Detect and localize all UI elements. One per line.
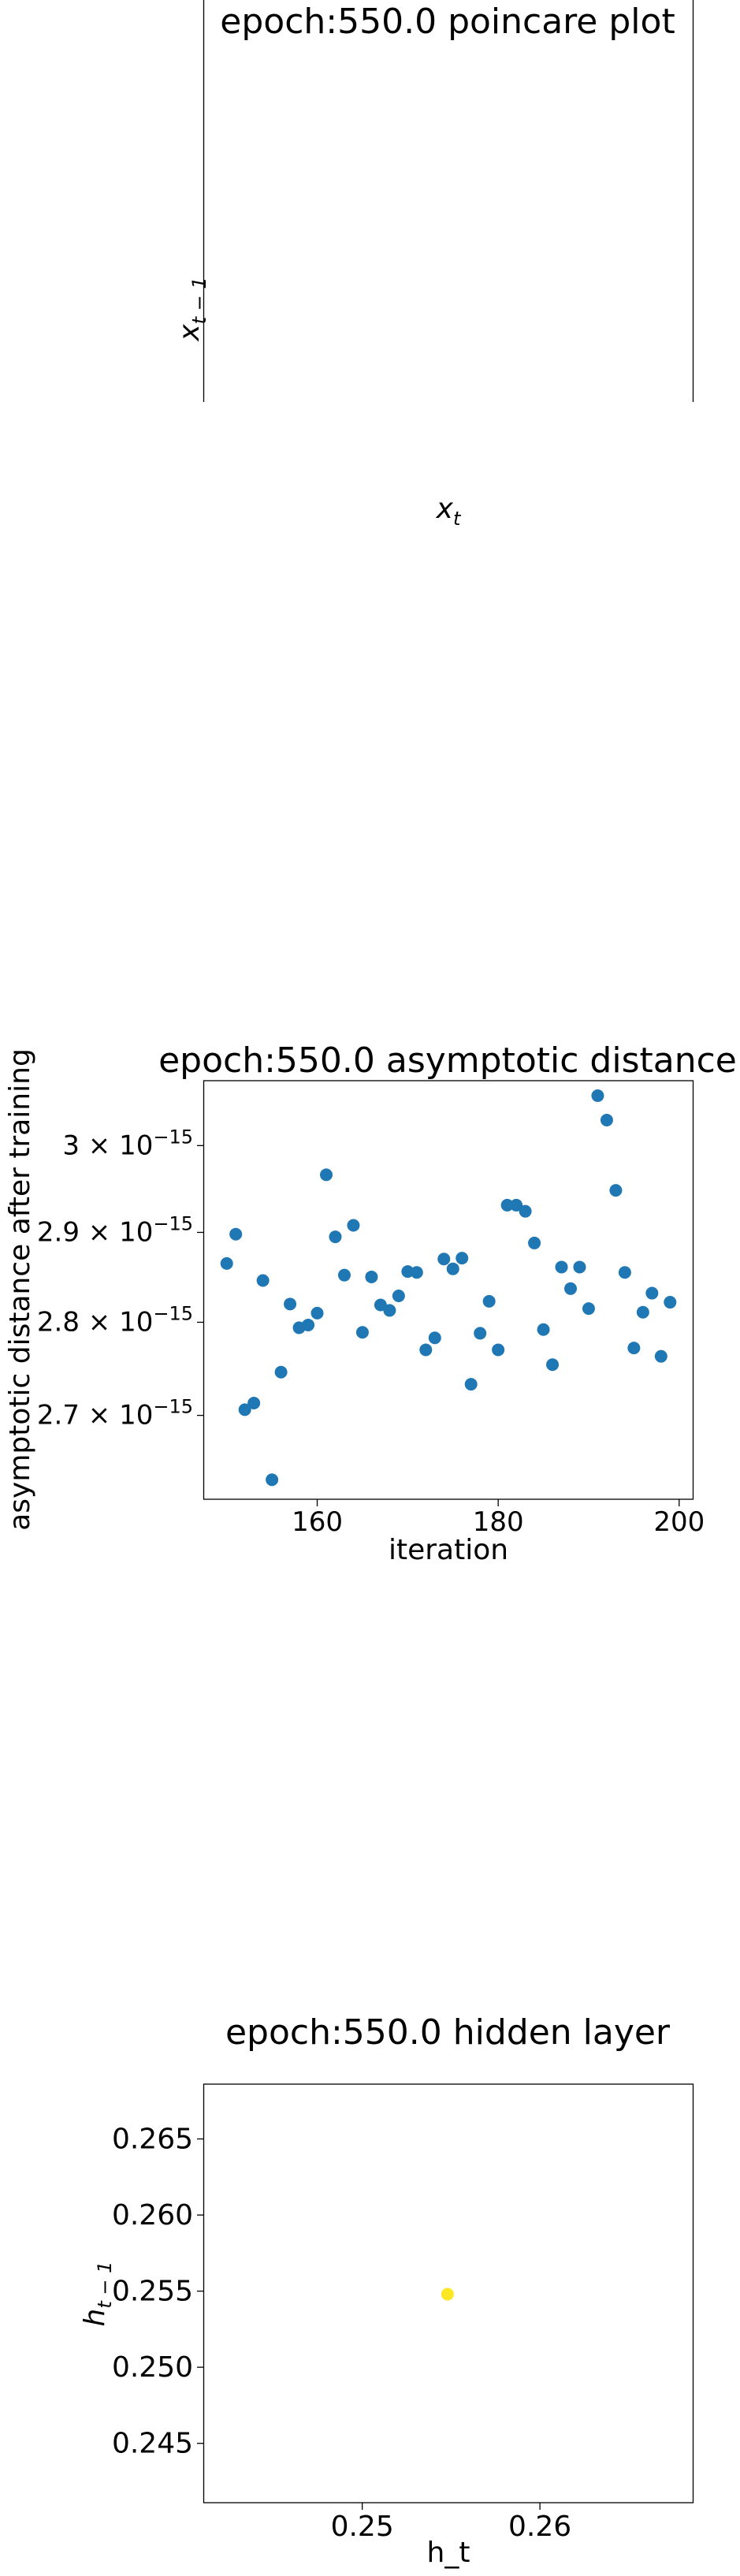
data-point xyxy=(519,1204,532,1218)
hidden-layer-x-ticks: 0.25 0.26 xyxy=(331,2503,571,2543)
data-point xyxy=(537,1323,550,1336)
y-tick-label: 0.250 xyxy=(112,2351,193,2384)
hidden-layer-y-ticks: 0.245 0.250 0.255 0.260 0.265 xyxy=(112,2124,204,2460)
data-point xyxy=(582,1302,595,1316)
data-point xyxy=(266,1473,279,1487)
data-point xyxy=(546,1358,560,1372)
data-point xyxy=(437,1253,451,1266)
poincare-plot-title: epoch:550.0 poincare plot xyxy=(220,2,675,42)
data-point xyxy=(256,1274,270,1287)
data-point xyxy=(618,1266,631,1279)
y-tick-label: 0.260 xyxy=(112,2199,193,2232)
asymptotic-distance-x-ticks: 160 180 200 xyxy=(292,1499,705,1538)
data-point xyxy=(474,1327,487,1340)
data-point xyxy=(609,1184,623,1197)
x-tick-label: 0.25 xyxy=(331,2511,394,2543)
data-point xyxy=(464,1378,478,1391)
data-point xyxy=(401,1265,415,1279)
asymptotic-distance-title: epoch:550.0 asymptotic distance xyxy=(158,1040,737,1081)
data-point xyxy=(311,1306,324,1320)
data-point xyxy=(600,1114,613,1127)
data-point xyxy=(374,1298,387,1312)
data-point xyxy=(636,1305,649,1319)
data-point xyxy=(645,1286,659,1300)
data-point xyxy=(564,1282,577,1295)
asymptotic-distance-chart: epoch:550.0 asymptotic distance 2.7 × 10… xyxy=(4,1040,737,1566)
data-point xyxy=(274,1365,288,1379)
data-point xyxy=(573,1260,586,1274)
data-point xyxy=(555,1260,568,1274)
asymptotic-distance-x-label: iteration xyxy=(389,1534,508,1566)
x-tick-label: 200 xyxy=(653,1506,705,1538)
data-point xyxy=(441,2288,454,2301)
data-point xyxy=(591,1089,604,1103)
data-point xyxy=(528,1236,541,1249)
y-tick-label: 0.265 xyxy=(112,2124,193,2156)
data-point xyxy=(284,1297,297,1311)
hidden-layer-title: epoch:550.0 hidden layer xyxy=(225,2012,671,2053)
hidden-layer-points xyxy=(441,2288,454,2301)
data-point xyxy=(446,1262,459,1275)
data-point xyxy=(410,1266,423,1279)
data-point xyxy=(302,1318,315,1331)
data-point xyxy=(664,1296,677,1309)
data-point xyxy=(355,1326,369,1339)
y-tick-label: 3 × 10−15 xyxy=(62,1126,193,1161)
data-point xyxy=(365,1270,378,1283)
data-point xyxy=(320,1168,333,1182)
data-point xyxy=(482,1294,496,1308)
data-point xyxy=(428,1331,441,1345)
data-point xyxy=(329,1230,342,1244)
x-tick-label: 0.26 xyxy=(508,2511,571,2543)
data-point xyxy=(654,1349,667,1363)
data-point xyxy=(456,1252,469,1265)
hidden-layer-chart: epoch:550.0 hidden layer 0.245 0.250 0.255… xyxy=(79,2012,694,2569)
asymptotic-distance-axes-frame xyxy=(203,1080,694,1500)
data-point xyxy=(238,1403,251,1416)
data-point xyxy=(229,1227,243,1241)
data-point xyxy=(247,1396,261,1409)
data-point xyxy=(383,1304,396,1317)
hidden-layer-x-label: h_t xyxy=(427,2537,470,2569)
asymptotic-distance-y-label: asymptotic distance after training xyxy=(4,1048,36,1531)
data-point xyxy=(392,1289,405,1302)
y-tick-label: 0.245 xyxy=(112,2428,193,2460)
data-point xyxy=(220,1256,233,1270)
asymptotic-distance-points xyxy=(220,1089,677,1487)
x-tick-label: 160 xyxy=(292,1506,343,1538)
hidden-layer-axes-frame xyxy=(203,2083,694,2503)
data-point xyxy=(337,1268,351,1282)
y-tick-label: 0.255 xyxy=(112,2276,193,2308)
data-point xyxy=(510,1198,523,1212)
data-point xyxy=(347,1219,360,1232)
data-point xyxy=(492,1343,505,1357)
data-point xyxy=(627,1342,641,1355)
data-point xyxy=(500,1198,514,1212)
data-point xyxy=(419,1343,433,1357)
x-tick-label: 180 xyxy=(473,1506,524,1538)
